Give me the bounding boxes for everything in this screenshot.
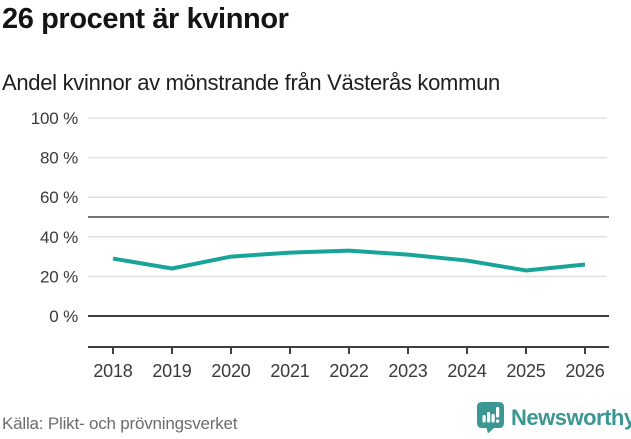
x-axis-label: 2019 [152,361,191,381]
x-axis-label: 2021 [270,361,309,381]
chart-subtitle: Andel kvinnor av mönstrande från Västerå… [2,70,500,95]
x-axis-label: 2020 [211,361,250,381]
y-axis-label: 0 % [49,307,78,326]
newsworthy-logo: Newsworthy [477,402,631,433]
y-axis-label: 20 % [40,267,78,286]
y-axis-label: 60 % [40,188,78,207]
y-axis-label: 40 % [40,228,78,247]
y-axis-label: 80 % [40,149,78,168]
x-axis-label: 2023 [388,361,427,381]
line-chart: 0 % 20 % 40 % 60 % 80 % 100 % 2018 2019 2020 2021… [31,109,609,381]
x-axis-label: 2018 [93,361,132,381]
x-axis-label: 2025 [506,361,545,381]
brand-name: Newsworthy [511,405,631,430]
y-axis-label: 100 % [31,109,78,128]
speech-bubble-shape [477,402,504,433]
data-line [112,248,586,273]
chart-title: 26 procent är kvinnor [2,3,289,35]
x-axis-label: 2026 [565,361,604,381]
x-axis-label: 2022 [329,361,368,381]
source-note: Källa: Plikt- och prövningsverket [2,414,238,433]
newsworthy-icon [477,402,504,433]
x-axis-label: 2024 [447,361,486,381]
bar-chart-glyph [482,407,500,423]
